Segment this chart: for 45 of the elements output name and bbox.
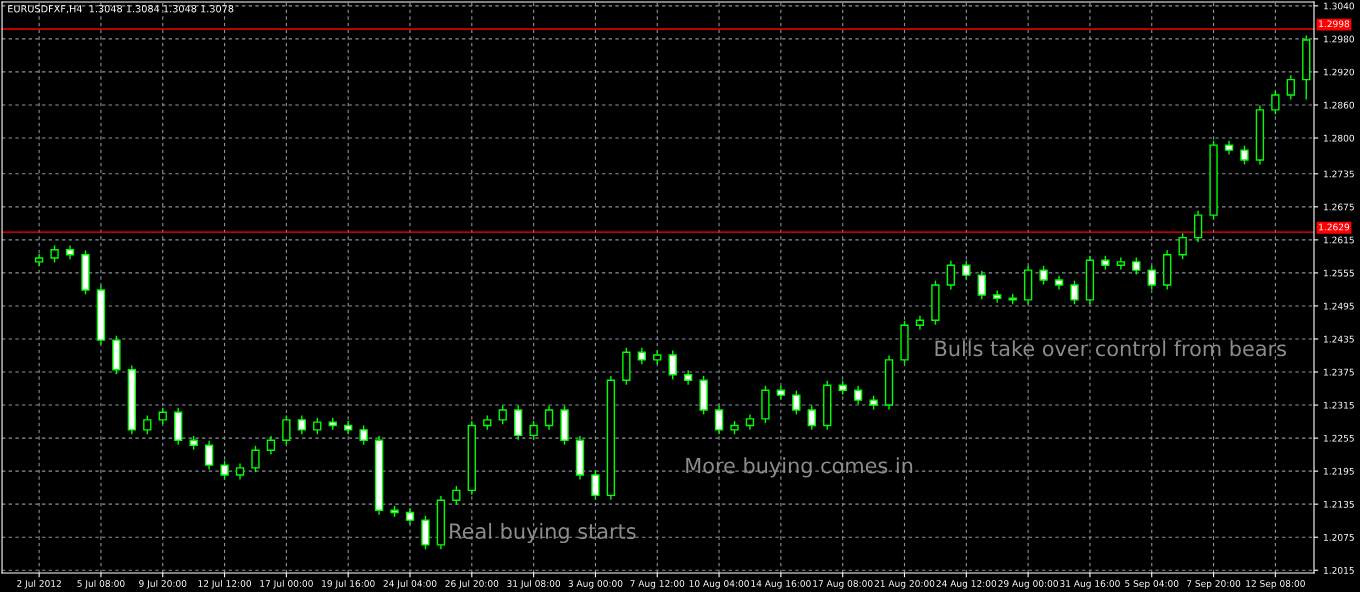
x-tick-label: 3 Aug 00:00 xyxy=(568,580,623,589)
y-tick-label: 1.2555 xyxy=(1324,269,1354,277)
chart-title: EURUSDFXF,H4 1.3048 1.3084 1.3048 1.3078 xyxy=(8,5,234,14)
y-tick-label: 1.2375 xyxy=(1324,368,1354,376)
x-tick-label: 29 Aug 00:00 xyxy=(998,580,1058,589)
x-tick-label: 19 Jul 16:00 xyxy=(322,579,375,589)
x-tick-label: 26 Jul 20:00 xyxy=(445,579,499,589)
y-tick-label: 1.2920 xyxy=(1324,68,1355,76)
x-tick-label: 17 Jul 00:00 xyxy=(260,579,313,589)
y-tick-label: 1.2495 xyxy=(1324,302,1354,310)
y-tick-label: 1.2135 xyxy=(1324,500,1354,508)
annotation: Real buying starts xyxy=(450,522,636,544)
x-tick-label: 31 Aug 16:00 xyxy=(1060,580,1120,589)
y-tick-label: 1.2860 xyxy=(1324,101,1355,109)
x-tick-label: 5 Sep 04:00 xyxy=(1125,580,1179,589)
x-tick-label: 10 Aug 04:00 xyxy=(689,580,749,589)
y-tick-label: 1.2980 xyxy=(1324,35,1355,43)
x-tick-label: 5 Jul 08:00 xyxy=(77,579,125,589)
y-tick-label: 1.2735 xyxy=(1324,170,1354,178)
y-tick-label: 1.2675 xyxy=(1324,203,1354,211)
annotation: More buying comes in xyxy=(686,457,913,478)
x-tick-label: 7 Sep 20:00 xyxy=(1187,580,1241,589)
x-tick-label: 12 Jul 12:00 xyxy=(198,579,252,589)
x-tick-label: 31 Jul 08:00 xyxy=(507,579,561,589)
y-tick-label: 1.2615 xyxy=(1324,236,1354,244)
y-tick-label: 1.2315 xyxy=(1324,401,1354,409)
ref-line-label: 1.2629 xyxy=(1319,223,1350,231)
x-tick-label: 14 Aug 16:00 xyxy=(751,580,811,589)
x-tick-label: 17 Aug 08:00 xyxy=(813,580,873,589)
x-tick-label: 21 Aug 20:00 xyxy=(874,580,935,589)
y-tick-label: 1.2075 xyxy=(1324,533,1354,541)
y-tick-label: 1.3040 xyxy=(1324,2,1355,10)
x-tick-label: 24 Aug 12:00 xyxy=(936,580,997,589)
x-tick-label: 2 Jul 2012 xyxy=(17,579,61,589)
y-tick-label: 1.2015 xyxy=(1324,566,1354,574)
annotation: Bulls take over control from bears xyxy=(935,340,1286,357)
y-tick-label: 1.2800 xyxy=(1324,134,1355,142)
x-tick-label: 7 Aug 12:00 xyxy=(630,580,685,589)
y-tick-label: 1.2195 xyxy=(1324,467,1354,475)
x-tick-label: 24 Jul 04:00 xyxy=(383,579,437,589)
x-tick-label: 9 Jul 20:00 xyxy=(139,579,187,589)
y-tick-label: 1.2255 xyxy=(1324,434,1354,442)
ref-line-label: 1.2998 xyxy=(1319,20,1350,28)
x-tick-label: 12 Sep 08:00 xyxy=(1246,580,1305,589)
y-tick-label: 1.2435 xyxy=(1324,335,1354,343)
